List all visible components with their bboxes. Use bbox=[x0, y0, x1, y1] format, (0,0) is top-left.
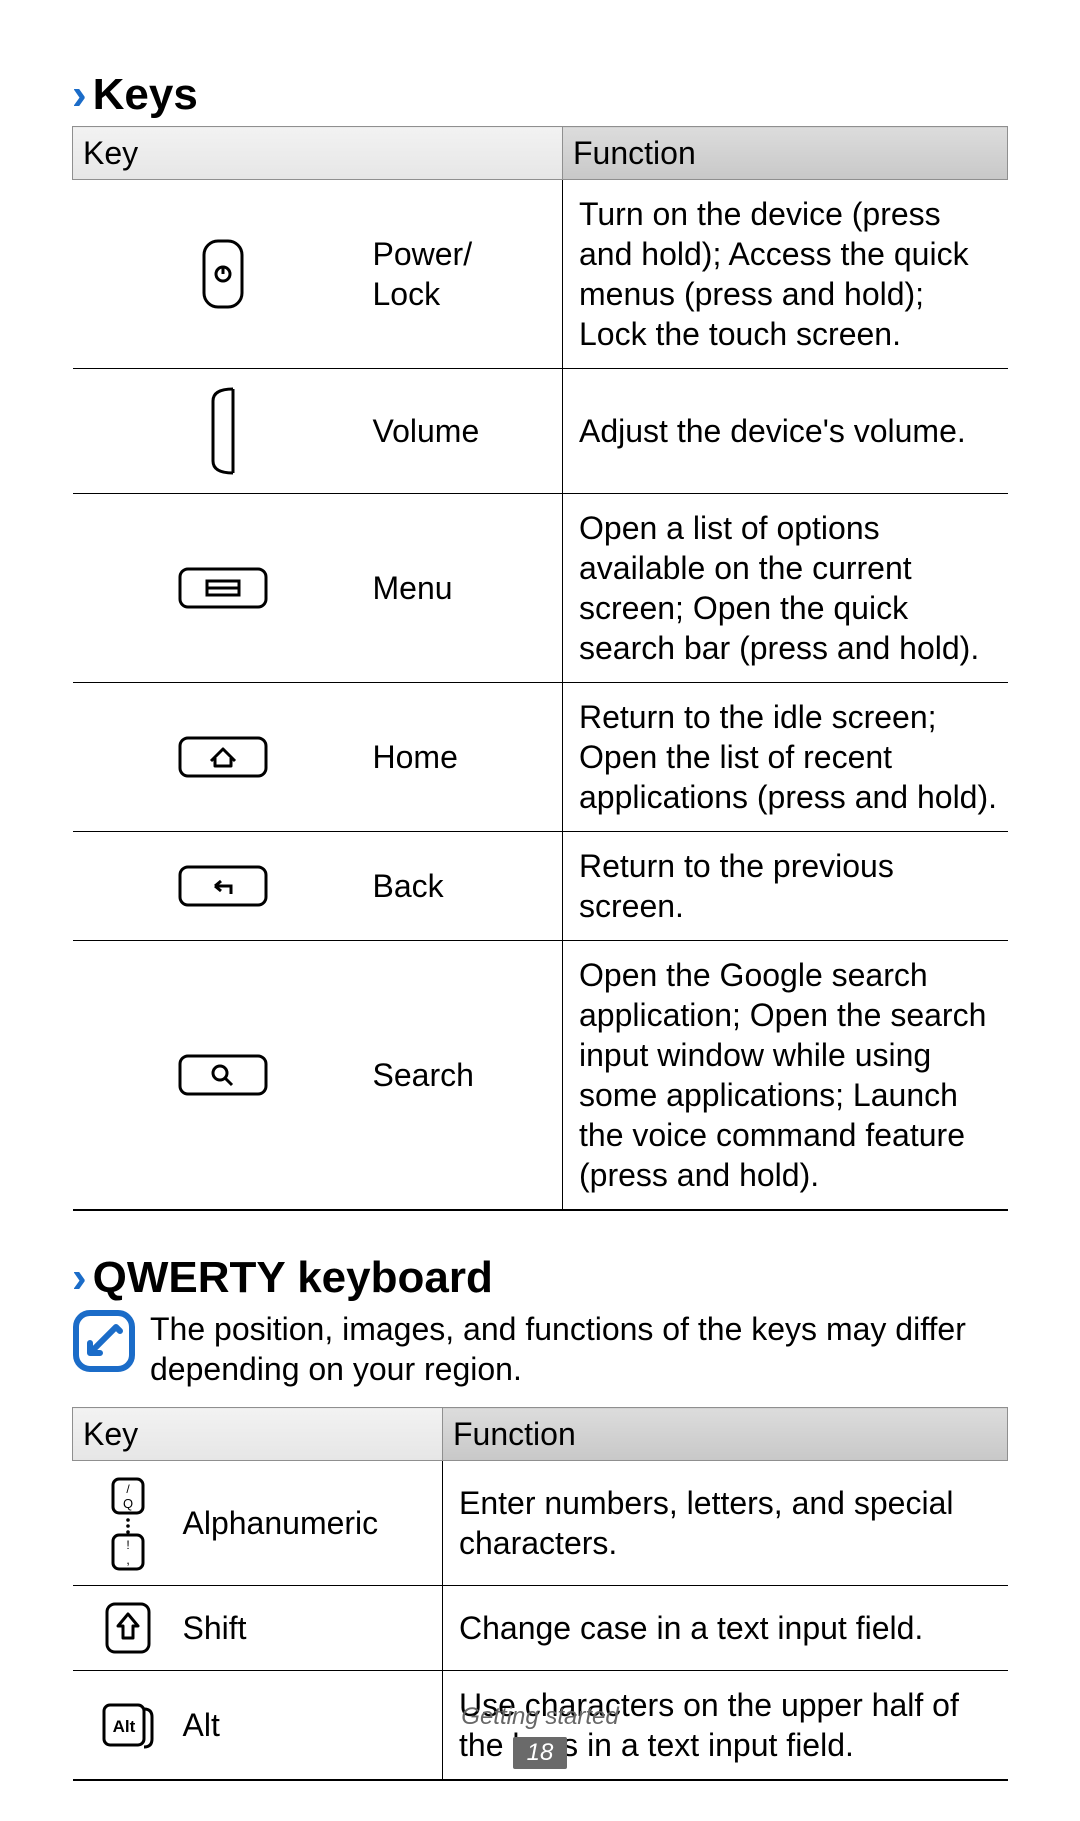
table-row: Home Return to the idle screen; Open the… bbox=[73, 683, 1008, 832]
key-function: Turn on the device (press and hold); Acc… bbox=[563, 180, 1008, 369]
svg-text:/: / bbox=[126, 1482, 130, 1496]
key-function: Adjust the device's volume. bbox=[563, 369, 1008, 494]
keys-header-function: Function bbox=[563, 127, 1008, 180]
section-title-text: Keys bbox=[93, 70, 198, 120]
volume-icon bbox=[73, 369, 373, 494]
chevron-icon: › bbox=[72, 70, 87, 120]
key-function: Open the Google search application; Open… bbox=[563, 941, 1008, 1211]
key-name: Volume bbox=[373, 369, 563, 494]
table-row: Shift Change case in a text input field. bbox=[73, 1586, 1008, 1671]
section-qwerty-heading: › QWERTY keyboard bbox=[72, 1253, 1008, 1303]
keys-header-key: Key bbox=[73, 127, 563, 180]
key-name: Power/ Lock bbox=[373, 180, 563, 369]
key-function: Return to the idle screen; Open the list… bbox=[563, 683, 1008, 832]
section-keys-heading: › Keys bbox=[72, 70, 1008, 120]
svg-text:!: ! bbox=[126, 1538, 129, 1552]
shift-icon bbox=[73, 1586, 183, 1671]
note-block: The position, images, and functions of t… bbox=[72, 1309, 1008, 1389]
table-row: Power/ Lock Turn on the device (press an… bbox=[73, 180, 1008, 369]
alphanumeric-icon: / Q ! , bbox=[73, 1461, 183, 1586]
key-name: Home bbox=[373, 683, 563, 832]
table-row: Search Open the Google search applicatio… bbox=[73, 941, 1008, 1211]
key-name: Alphanumeric bbox=[183, 1461, 443, 1586]
svg-text:,: , bbox=[126, 1552, 130, 1567]
table-row: / Q ! , Alphanumeric Enter numbers, lett… bbox=[73, 1461, 1008, 1586]
key-function: Open a list of options available on the … bbox=[563, 494, 1008, 683]
key-function: Enter numbers, letters, and special char… bbox=[443, 1461, 1008, 1586]
search-icon bbox=[73, 941, 373, 1211]
back-icon bbox=[73, 832, 373, 941]
page-number: 18 bbox=[513, 1737, 568, 1769]
note-icon bbox=[72, 1309, 136, 1373]
key-name: Back bbox=[373, 832, 563, 941]
key-function: Return to the previous screen. bbox=[563, 832, 1008, 941]
svg-text:Q: Q bbox=[122, 1496, 132, 1511]
footer-section-label: Getting started bbox=[0, 1703, 1080, 1731]
menu-icon bbox=[73, 494, 373, 683]
note-text: The position, images, and functions of t… bbox=[150, 1309, 1008, 1389]
keys-table: Key Function Power/ Lock Turn on the dev… bbox=[72, 126, 1008, 1211]
qwerty-header-key: Key bbox=[73, 1408, 443, 1461]
table-row: Menu Open a list of options available on… bbox=[73, 494, 1008, 683]
chevron-icon: › bbox=[72, 1253, 87, 1303]
table-row: Back Return to the previous screen. bbox=[73, 832, 1008, 941]
key-name: Menu bbox=[373, 494, 563, 683]
page-footer: Getting started 18 bbox=[0, 1703, 1080, 1769]
manual-page: › Keys Key Function Power/ Lock bbox=[0, 0, 1080, 1821]
key-name: Search bbox=[373, 941, 563, 1211]
section-title-text: QWERTY keyboard bbox=[93, 1253, 493, 1303]
home-icon bbox=[73, 683, 373, 832]
qwerty-header-function: Function bbox=[443, 1408, 1008, 1461]
power-lock-icon bbox=[73, 180, 373, 369]
key-function: Change case in a text input field. bbox=[443, 1586, 1008, 1671]
key-name: Shift bbox=[183, 1586, 443, 1671]
table-row: Volume Adjust the device's volume. bbox=[73, 369, 1008, 494]
